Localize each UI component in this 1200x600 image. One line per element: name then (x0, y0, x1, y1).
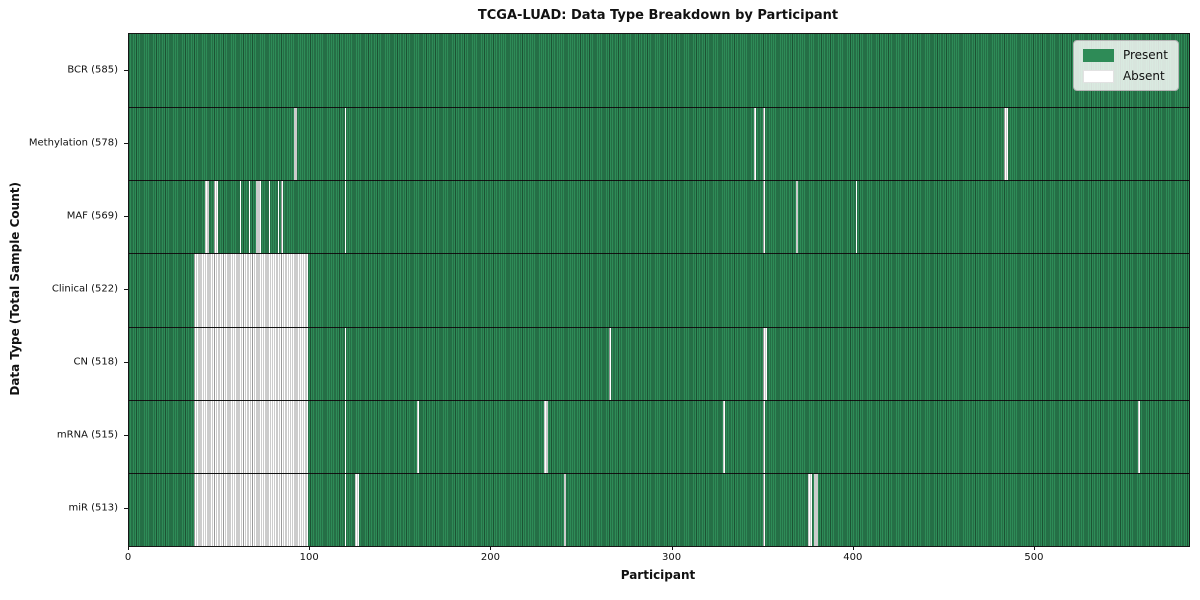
x-tick-label: 0 (124, 552, 132, 563)
heatmap-row (129, 34, 1189, 108)
y-tick-mark (124, 289, 128, 290)
y-tick-label: BCR (585) (67, 64, 118, 76)
y-tick-label: CN (518) (73, 356, 118, 368)
x-tick-mark (128, 546, 129, 550)
x-tick-label: 300 (662, 552, 682, 563)
y-tick-mark (124, 435, 128, 437)
y-tick-mark (124, 69, 128, 71)
absent-segment (543, 400, 548, 473)
y-tick-mark (124, 215, 128, 217)
absent-segment (763, 400, 765, 473)
y-tick-mark (124, 362, 128, 364)
absent-segment (763, 181, 765, 254)
present-swatch-icon (1082, 48, 1114, 62)
absent-segment (268, 181, 271, 254)
y-tick-label: mRNA (515) (56, 429, 118, 441)
y-axis: BCR (585) Methylation (578) MAF (569) Clini… (0, 33, 128, 545)
absent-segment (1138, 400, 1141, 473)
legend: Present Absent (1072, 40, 1179, 91)
absent-segment (214, 181, 218, 254)
y-tick-mark (124, 142, 128, 144)
absent-segment (355, 473, 360, 546)
x-tick-label: 400 (843, 552, 863, 563)
absent-segment (763, 327, 767, 400)
x-tick-label: 200 (480, 552, 500, 563)
absent-segment (194, 473, 309, 546)
x-tick-mark (671, 546, 673, 550)
absent-segment (239, 181, 242, 254)
absent-segment (344, 181, 347, 254)
y-tick-label: Methylation (578) (28, 137, 118, 149)
x-tick-mark (852, 546, 854, 550)
plot-area: Present Absent (128, 33, 1190, 547)
heatmap-row (129, 472, 1189, 546)
absent-segment (754, 108, 756, 181)
legend-item-absent: Absent (1082, 69, 1168, 83)
absent-segment (293, 108, 298, 181)
absent-segment (194, 400, 309, 473)
x-tick-mark (490, 546, 492, 550)
heatmap-row (129, 107, 1189, 181)
x-tick-label: 500 (1024, 552, 1044, 563)
absent-segment (281, 181, 283, 254)
absent-segment (248, 181, 251, 254)
absent-segment (205, 181, 209, 254)
absent-segment (344, 108, 347, 181)
x-tick-label: 100 (299, 552, 319, 563)
absent-segment (723, 400, 726, 473)
absent-segment (813, 473, 818, 546)
heatmap-row (129, 326, 1189, 400)
legend-label: Absent (1122, 69, 1165, 83)
absent-segment (563, 473, 566, 546)
absent-segment (417, 400, 419, 473)
absent-segment (344, 400, 347, 473)
absent-segment (194, 327, 309, 400)
chart-title: TCGA-LUAD: Data Type Breakdown by Partic… (477, 8, 839, 23)
y-tick-mark (124, 508, 128, 510)
y-tick-label: Clinical (522) (51, 283, 118, 295)
absent-segment (344, 327, 347, 400)
x-tick-mark (309, 546, 311, 550)
legend-item-present: Present (1082, 48, 1168, 62)
y-tick-label: miR (513) (68, 502, 118, 514)
heatmap-row (129, 253, 1189, 327)
x-tick-mark (1033, 546, 1035, 550)
absent-segment (277, 181, 280, 254)
legend-label: Present (1122, 48, 1168, 62)
absent-segment (344, 473, 347, 546)
y-tick-label: MAF (569) (66, 210, 118, 222)
absent-segment (194, 254, 309, 327)
heatmap-row (129, 180, 1189, 254)
absent-segment (1004, 108, 1008, 181)
absent-segment (255, 181, 262, 254)
x-axis: 0 100 200 300 400 500 (124, 546, 1188, 576)
absent-segment (855, 181, 858, 254)
x-axis-label: Participant (620, 568, 696, 582)
absent-swatch-icon (1082, 69, 1114, 83)
absent-segment (795, 181, 798, 254)
heatmap-rows (129, 34, 1189, 546)
absent-segment (808, 473, 813, 546)
heatmap-row (129, 399, 1189, 473)
absent-segment (763, 108, 765, 181)
absent-segment (763, 473, 765, 546)
absent-segment (609, 327, 611, 400)
